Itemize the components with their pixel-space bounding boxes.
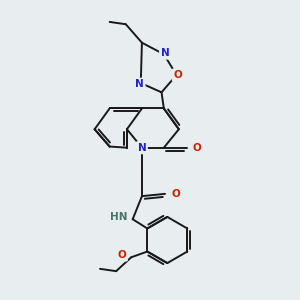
Text: HN: HN (110, 212, 128, 222)
Text: O: O (171, 189, 180, 199)
Text: O: O (118, 250, 126, 260)
Text: N: N (160, 48, 169, 58)
Text: O: O (193, 143, 202, 153)
Text: N: N (137, 143, 146, 153)
Text: N: N (135, 79, 144, 89)
Text: O: O (173, 70, 182, 80)
